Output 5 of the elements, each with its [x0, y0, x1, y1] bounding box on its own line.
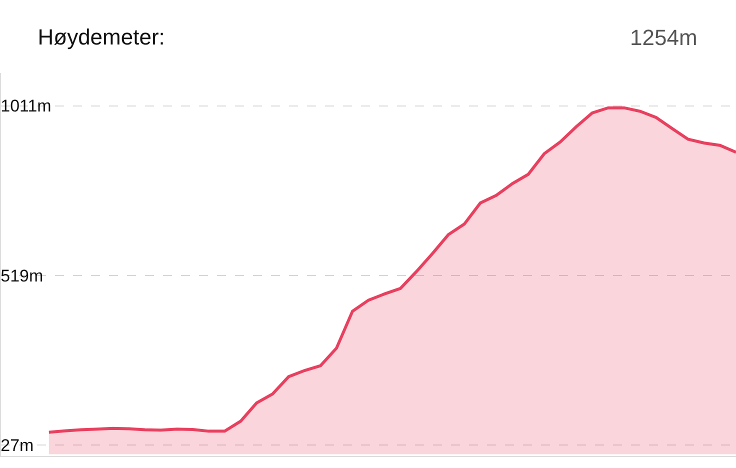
chart-title: Høydemeter: [38, 24, 165, 50]
y-tick-label: 519m [0, 266, 44, 286]
y-tick-label: 1011m [0, 96, 52, 116]
text: 1254m [630, 25, 698, 50]
y-tick-label: 27m [0, 436, 34, 455]
